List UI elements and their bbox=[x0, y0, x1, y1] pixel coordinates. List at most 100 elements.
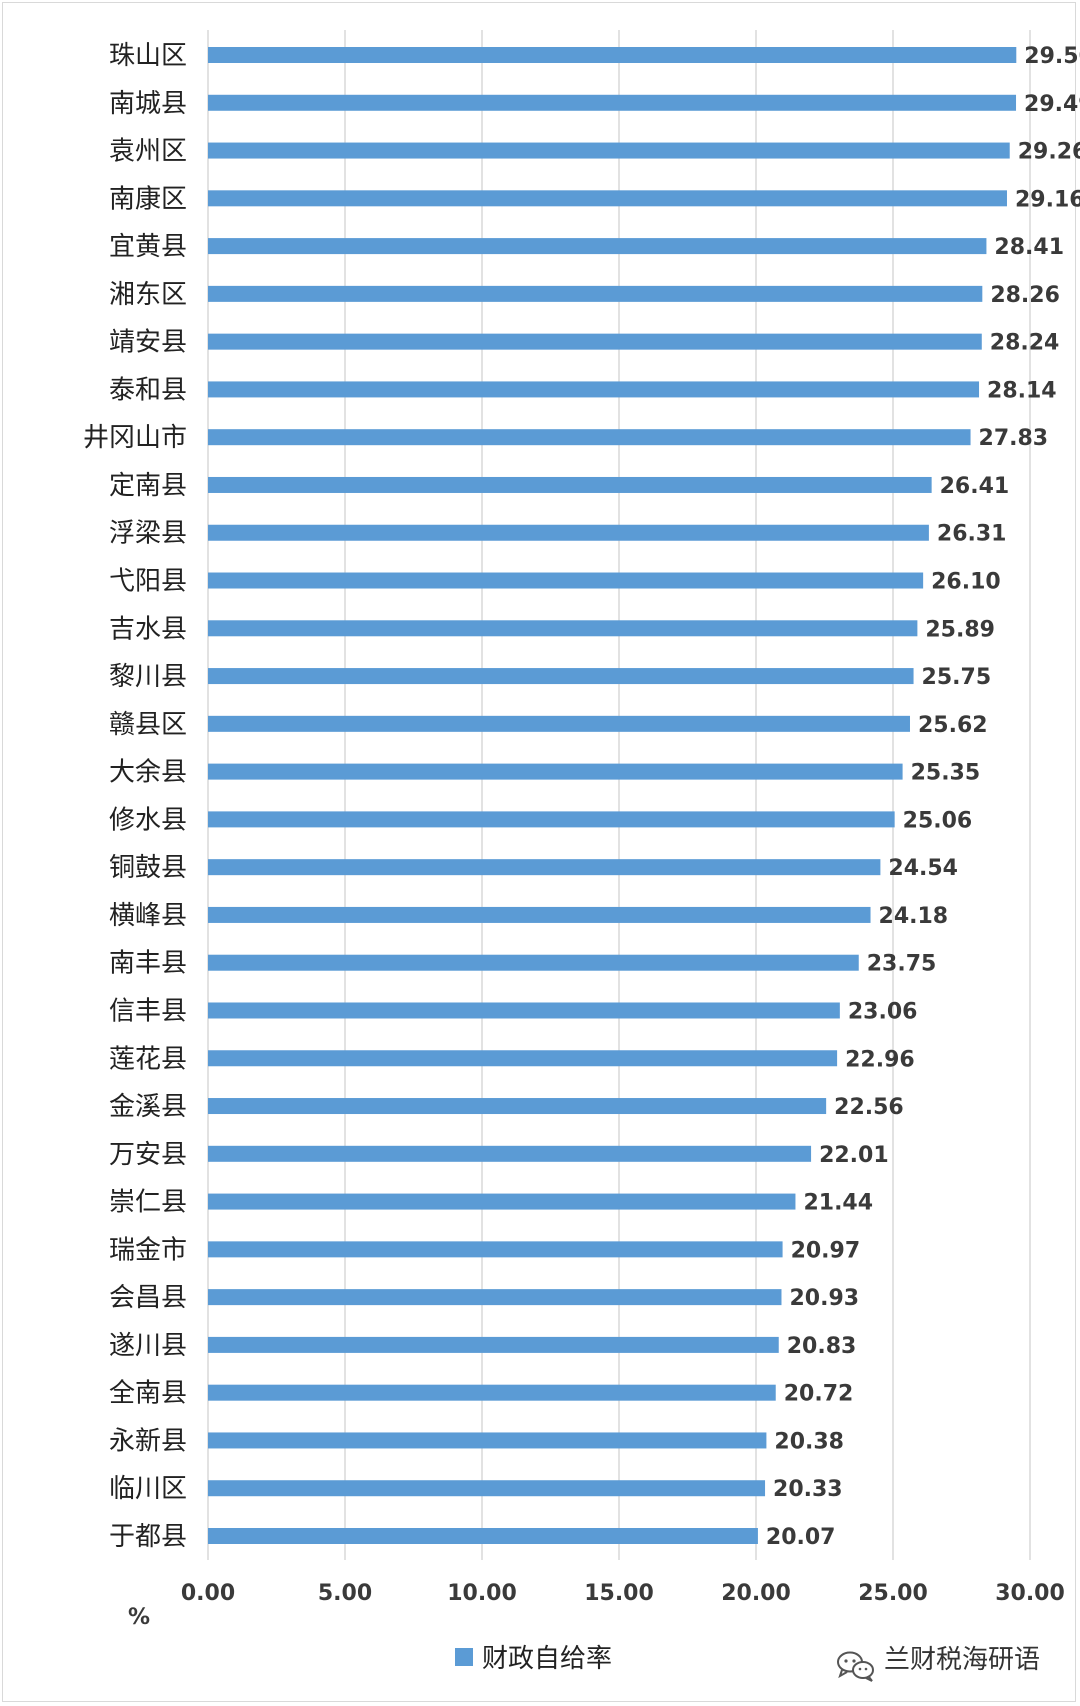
bar[interactable] bbox=[208, 238, 987, 255]
watermark-text: 兰财税海研语 bbox=[884, 1645, 1040, 1675]
category-label: 南城县 bbox=[109, 89, 187, 119]
bar[interactable] bbox=[208, 811, 895, 828]
value-label: 20.97 bbox=[791, 1238, 861, 1263]
value-label: 28.24 bbox=[990, 331, 1060, 356]
value-label: 28.26 bbox=[990, 283, 1060, 308]
bar[interactable] bbox=[208, 572, 924, 589]
x-tick-label: 0.00 bbox=[181, 1581, 235, 1606]
bar[interactable] bbox=[208, 763, 903, 780]
bar[interactable] bbox=[208, 906, 871, 923]
category-label: 弋阳县 bbox=[109, 567, 187, 597]
bar[interactable] bbox=[208, 1336, 779, 1353]
bar[interactable] bbox=[208, 620, 918, 637]
value-label: 23.75 bbox=[867, 952, 937, 977]
bar[interactable] bbox=[208, 381, 980, 398]
category-label: 宜黄县 bbox=[109, 232, 187, 262]
value-label: 25.35 bbox=[911, 761, 981, 786]
category-label: 南康区 bbox=[109, 184, 187, 214]
bars bbox=[208, 47, 1017, 1544]
value-label: 20.83 bbox=[787, 1334, 857, 1359]
bar[interactable] bbox=[208, 1384, 776, 1401]
bar[interactable] bbox=[208, 1432, 767, 1449]
value-label: 29.26 bbox=[1018, 140, 1080, 165]
value-label: 20.33 bbox=[773, 1477, 843, 1502]
category-label: 大余县 bbox=[109, 758, 187, 788]
bar[interactable] bbox=[208, 94, 1017, 111]
value-label: 29.49 bbox=[1024, 92, 1080, 117]
bar[interactable] bbox=[208, 1145, 812, 1162]
category-label: 浮梁县 bbox=[109, 519, 187, 549]
category-label: 全南县 bbox=[109, 1379, 187, 1409]
bar[interactable] bbox=[208, 524, 929, 541]
legend-label: 财政自给率 bbox=[482, 1644, 612, 1674]
value-label: 21.44 bbox=[803, 1191, 873, 1216]
bar[interactable] bbox=[208, 142, 1010, 159]
bar[interactable] bbox=[208, 1289, 782, 1306]
x-tick-label: 20.00 bbox=[721, 1581, 791, 1606]
bar[interactable] bbox=[208, 429, 971, 446]
value-label: 25.89 bbox=[925, 617, 995, 642]
category-label: 金溪县 bbox=[109, 1092, 187, 1122]
bar[interactable] bbox=[208, 1241, 783, 1258]
category-label: 黎川县 bbox=[109, 662, 187, 692]
category-label: 湘东区 bbox=[109, 280, 187, 310]
bar[interactable] bbox=[208, 1098, 827, 1115]
category-label: 泰和县 bbox=[109, 375, 187, 405]
bar[interactable] bbox=[208, 1050, 838, 1067]
value-label: 24.18 bbox=[879, 904, 949, 929]
category-label: 赣县区 bbox=[109, 710, 187, 740]
category-label: 临川区 bbox=[109, 1474, 187, 1504]
category-label: 信丰县 bbox=[109, 996, 187, 1026]
category-label: 靖安县 bbox=[109, 328, 187, 358]
legend-swatch bbox=[455, 1648, 473, 1666]
value-labels: 29.50 29.49 29.26 29.16 28.41 28.26 28.24 28.14… bbox=[766, 44, 1080, 1550]
value-label: 20.93 bbox=[789, 1286, 859, 1311]
value-label: 28.41 bbox=[994, 235, 1064, 260]
value-label: 28.14 bbox=[987, 378, 1057, 403]
category-label: 吉水县 bbox=[109, 614, 187, 644]
bar[interactable] bbox=[208, 285, 983, 302]
x-axis-unit-label: % bbox=[128, 1605, 150, 1630]
category-label: 于都县 bbox=[109, 1522, 187, 1552]
category-label: 会昌县 bbox=[109, 1283, 187, 1313]
x-tick-label: 5.00 bbox=[318, 1581, 372, 1606]
value-label: 20.38 bbox=[774, 1429, 844, 1454]
bar[interactable] bbox=[208, 954, 859, 971]
wechat-icon bbox=[837, 1651, 874, 1682]
bar[interactable] bbox=[208, 333, 982, 350]
category-label: 修水县 bbox=[109, 805, 187, 835]
category-labels: 珠山区南城县袁州区南康区宜黄县湘东区靖安县泰和县井冈山市定南县浮梁县弋阳县吉水县… bbox=[83, 41, 187, 1552]
category-label: 永新县 bbox=[109, 1426, 187, 1456]
value-label: 26.10 bbox=[931, 570, 1001, 595]
value-label: 20.72 bbox=[784, 1382, 854, 1407]
value-label: 29.50 bbox=[1024, 44, 1080, 69]
bar[interactable] bbox=[208, 190, 1007, 207]
bar[interactable] bbox=[208, 859, 881, 876]
category-label: 珠山区 bbox=[109, 41, 187, 71]
value-label: 20.07 bbox=[766, 1525, 836, 1550]
bar[interactable] bbox=[208, 668, 914, 685]
bar[interactable] bbox=[208, 1193, 796, 1210]
bar[interactable] bbox=[208, 715, 910, 732]
category-label: 袁州区 bbox=[109, 137, 187, 167]
watermark: 兰财税海研语 bbox=[837, 1645, 1040, 1682]
category-label: 万安县 bbox=[109, 1140, 187, 1170]
bar[interactable] bbox=[208, 476, 932, 493]
value-label: 25.06 bbox=[903, 808, 973, 833]
bar[interactable] bbox=[208, 1002, 840, 1019]
value-label: 25.75 bbox=[922, 665, 992, 690]
legend[interactable]: 财政自给率 bbox=[455, 1644, 612, 1674]
category-label: 瑞金市 bbox=[109, 1235, 187, 1265]
bar[interactable] bbox=[208, 47, 1017, 63]
x-tick-label: 25.00 bbox=[858, 1581, 928, 1606]
bar[interactable] bbox=[208, 1480, 766, 1497]
x-axis-ticks: 0.00 5.00 10.00 15.00 20.00 25.00 30.00 bbox=[181, 1581, 1065, 1606]
value-label: 26.41 bbox=[940, 474, 1010, 499]
value-label: 25.62 bbox=[918, 713, 988, 738]
value-label: 23.06 bbox=[848, 999, 918, 1024]
value-label: 22.01 bbox=[819, 1143, 889, 1168]
category-label: 井冈山市 bbox=[83, 423, 187, 453]
bar[interactable] bbox=[208, 1528, 758, 1544]
grid-lines bbox=[207, 30, 1031, 1560]
